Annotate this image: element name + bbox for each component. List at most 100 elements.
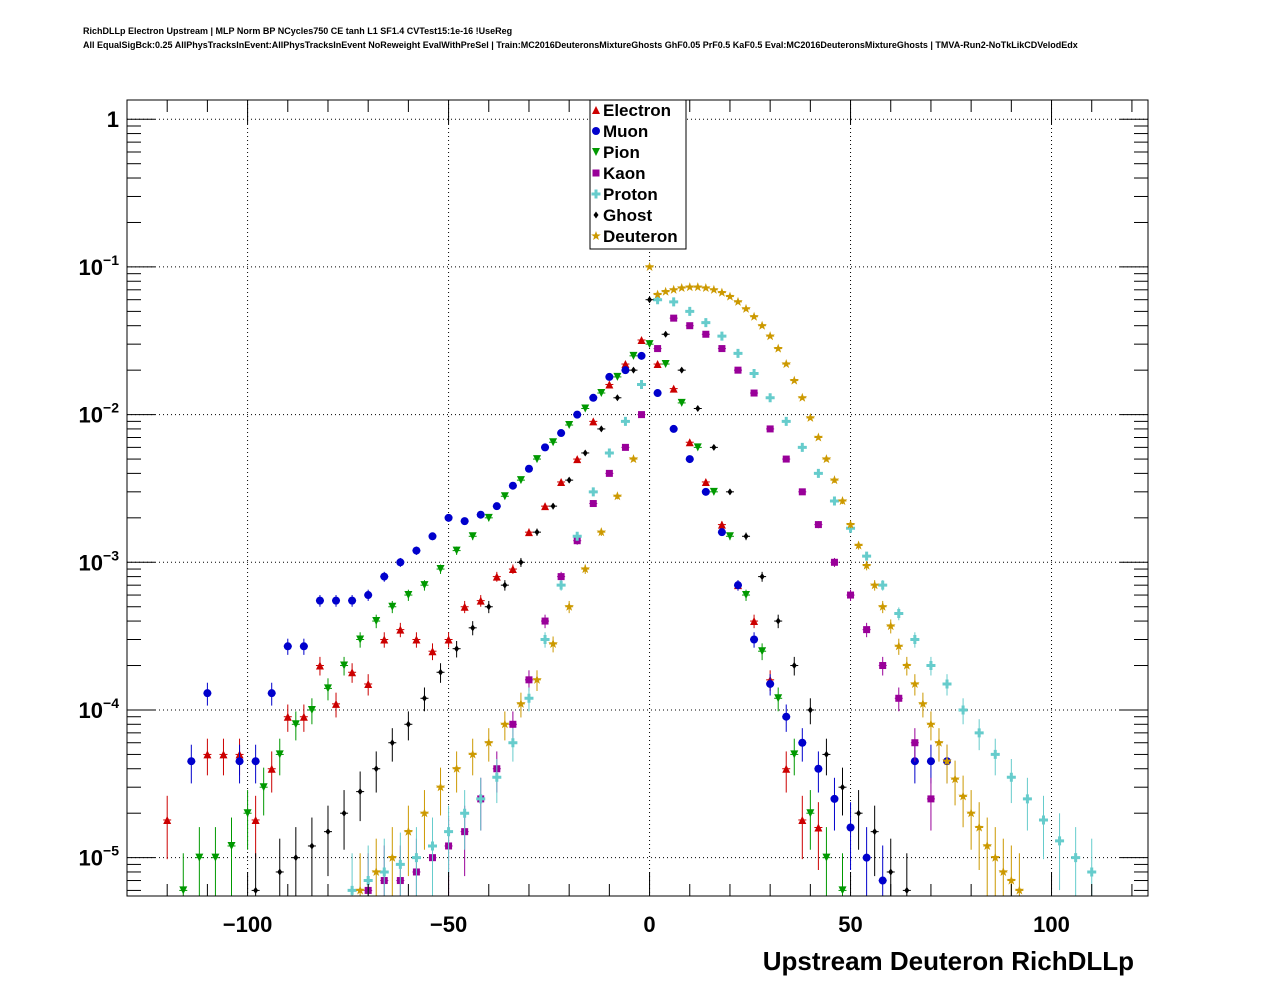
- data-point: [509, 720, 517, 728]
- data-point: [566, 476, 572, 484]
- data-point: [653, 389, 662, 398]
- data-point: [621, 360, 630, 369]
- data-point: [782, 712, 791, 721]
- data-point: [693, 443, 702, 452]
- data-point: [862, 853, 871, 862]
- data-point: [765, 393, 775, 403]
- data-point: [822, 853, 831, 862]
- data-point: [460, 517, 469, 526]
- data-point: [1006, 772, 1016, 782]
- data-point: [253, 886, 259, 894]
- data-point: [251, 757, 260, 766]
- data-point: [484, 737, 494, 747]
- data-point: [452, 546, 461, 555]
- data-point: [582, 449, 588, 457]
- data-point: [725, 291, 735, 301]
- data-point: [797, 442, 807, 452]
- data-point: [926, 719, 936, 729]
- data-point: [476, 510, 485, 519]
- data-point: [750, 617, 759, 626]
- data-point: [364, 679, 373, 688]
- legend-label: Deuteron: [603, 227, 678, 246]
- data-point: [814, 764, 823, 773]
- x-tick-label: −50: [430, 912, 467, 937]
- data-point: [323, 684, 332, 693]
- series-deuteron: [355, 261, 1025, 896]
- data-point: [605, 372, 614, 381]
- data-point: [733, 296, 743, 306]
- data-point: [861, 560, 872, 570]
- data-point: [701, 318, 711, 328]
- x-tick-label: −100: [223, 912, 273, 937]
- data-point: [581, 404, 590, 413]
- legend-marker: [591, 189, 601, 199]
- legend-label: Ghost: [603, 206, 652, 225]
- data-point: [743, 532, 749, 540]
- data-point: [749, 368, 759, 378]
- data-point: [663, 330, 669, 338]
- data-point: [647, 296, 653, 304]
- data-point: [863, 626, 871, 634]
- data-point: [451, 763, 462, 773]
- data-point: [660, 286, 671, 296]
- data-point: [677, 283, 687, 292]
- data-point: [492, 502, 501, 511]
- data-point: [405, 720, 411, 728]
- data-point: [203, 689, 212, 698]
- data-point: [774, 694, 783, 703]
- data-point: [966, 808, 976, 818]
- data-point: [685, 438, 694, 447]
- data-point: [557, 573, 565, 581]
- data-point: [840, 783, 846, 791]
- data-point: [805, 412, 816, 422]
- data-point: [470, 624, 476, 632]
- data-point: [668, 284, 679, 294]
- data-point: [872, 828, 878, 836]
- data-point: [918, 698, 928, 708]
- data-point: [612, 491, 623, 501]
- y-tick-label: 10−2: [79, 400, 120, 428]
- data-point: [733, 581, 742, 590]
- data-point: [332, 699, 341, 708]
- data-point: [187, 757, 196, 766]
- data-point: [243, 809, 252, 818]
- data-point: [605, 469, 613, 477]
- data-point: [813, 468, 823, 478]
- data-point: [685, 306, 695, 316]
- data-point: [765, 331, 775, 341]
- data-point: [564, 601, 574, 611]
- data-point: [1006, 875, 1017, 885]
- data-point: [693, 282, 703, 292]
- data-point: [315, 661, 324, 670]
- data-point: [588, 487, 598, 497]
- data-point: [982, 841, 992, 850]
- data-point: [283, 712, 292, 721]
- data-point: [807, 706, 813, 714]
- data-point: [403, 826, 414, 836]
- data-point: [773, 343, 783, 353]
- data-point: [444, 635, 453, 644]
- data-point: [645, 340, 654, 349]
- data-point: [1071, 853, 1081, 863]
- data-point: [1022, 794, 1032, 804]
- data-point: [557, 477, 566, 486]
- data-point: [525, 676, 533, 684]
- data-point: [621, 366, 630, 375]
- data-point: [942, 756, 952, 766]
- data-point: [291, 720, 300, 729]
- data-point: [227, 841, 236, 850]
- data-point: [355, 885, 365, 895]
- data-point: [467, 749, 478, 759]
- data-point: [814, 521, 822, 529]
- series-ghost: [251, 296, 911, 896]
- data-point: [614, 394, 620, 402]
- data-point: [661, 360, 670, 369]
- data-point: [534, 528, 540, 536]
- data-point: [620, 416, 630, 426]
- data-point: [879, 662, 887, 670]
- data-point: [411, 853, 421, 863]
- data-point: [823, 750, 829, 758]
- series-pion: [179, 340, 847, 896]
- legend-marker: [592, 169, 600, 177]
- data-point: [235, 757, 244, 766]
